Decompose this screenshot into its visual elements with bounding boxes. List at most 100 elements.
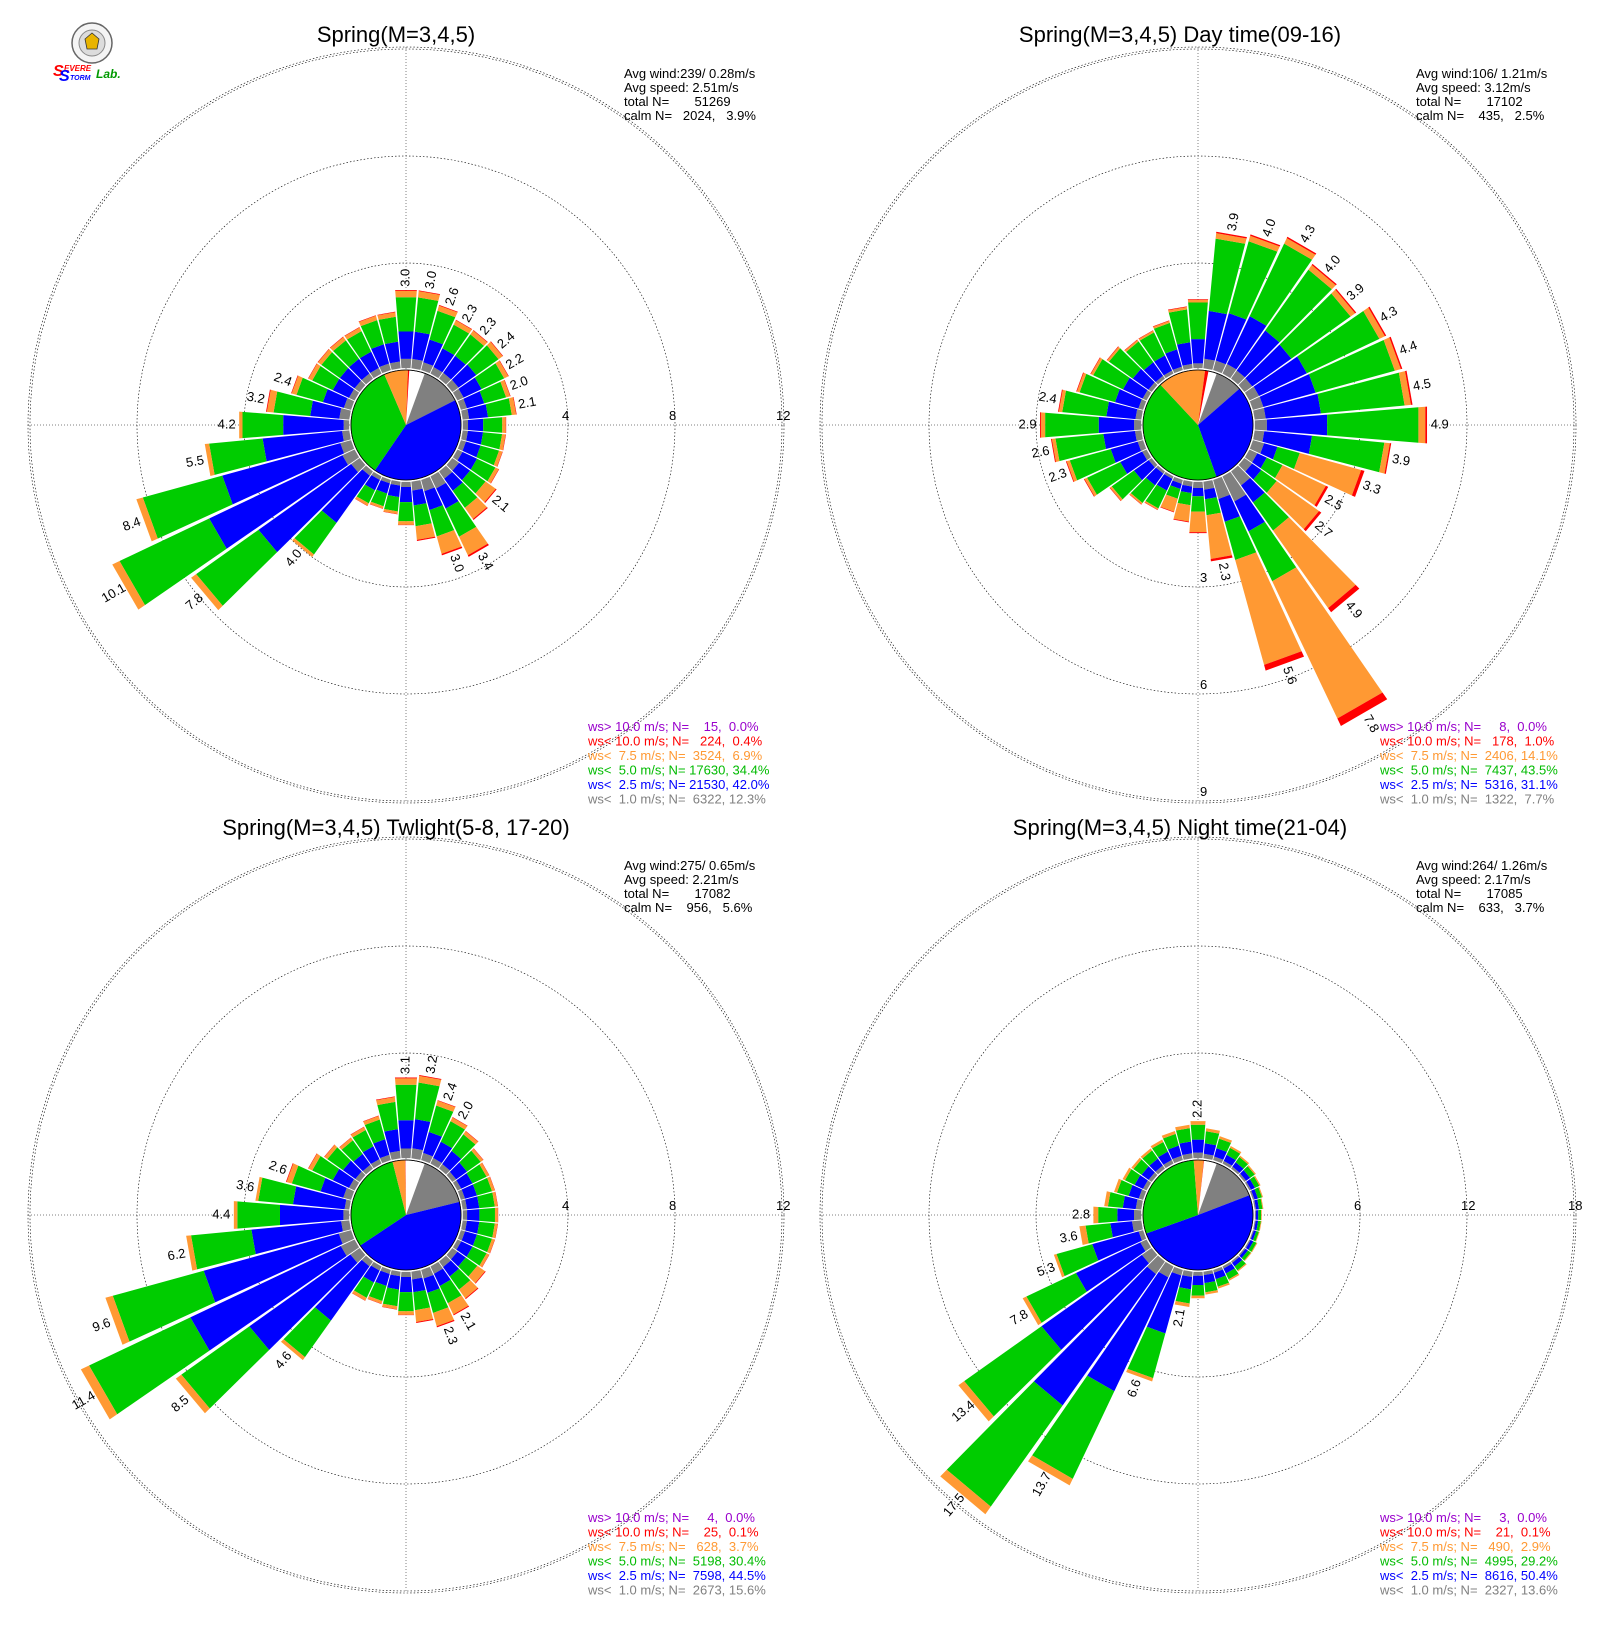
direction-bar-30 [1222, 236, 1317, 379]
bar-segment-290-4 [1076, 372, 1084, 392]
bar-segment-290-3 [286, 1163, 299, 1184]
bar-segment-310-0 [354, 380, 366, 392]
bar-segment-320-4 [339, 1137, 352, 1148]
bar-segment-120-2 [470, 458, 496, 482]
direction-bar-30 [430, 319, 473, 379]
bar-segment-130-2 [1253, 470, 1277, 493]
bar-segment-30-3 [1229, 1145, 1242, 1154]
bar-segment-80-1 [467, 404, 489, 420]
bar-segment-70-3 [1258, 1186, 1264, 1198]
direction-bar-190 [1173, 480, 1193, 523]
direction-bar-240 [80, 1239, 360, 1420]
logo-word-severe: EVERE [64, 64, 92, 73]
bar-segment-220-2 [294, 510, 337, 555]
bar-segment-270-2 [1045, 412, 1099, 438]
bar-segment-270-2 [1098, 1206, 1118, 1224]
direction-bar-250 [1065, 440, 1147, 483]
legend-entry-1: ws> 10.0 m/s; N= 15, 0.0% [587, 719, 759, 734]
bar-segment-260-1 [262, 431, 344, 462]
bar-segment-320-3 [1140, 1148, 1153, 1159]
bar-segment-50-1 [449, 1162, 468, 1180]
bar-segment-20-2 [1228, 241, 1278, 320]
bar-segment-260-0 [341, 1220, 351, 1232]
bar-segment-150-4 [453, 1305, 470, 1316]
calm-pie [1142, 369, 1254, 481]
bar-segment-240-1 [1075, 1242, 1146, 1292]
direction-bar-300 [307, 1153, 360, 1191]
bar-label-160: 5.6 [1280, 664, 1300, 686]
direction-bar-340 [358, 315, 391, 374]
bar-segment-10-4 [419, 1075, 442, 1080]
bar-segment-280-3 [1058, 389, 1066, 413]
bar-segment-250-3 [1066, 460, 1078, 482]
bar-label-220: 4.0 [282, 546, 305, 569]
bar-segment-220-2 [283, 1307, 331, 1358]
direction-bar-120 [1244, 449, 1329, 507]
bar-segment-110-4 [496, 451, 503, 467]
legend-entry-3: ws< 7.5 m/s; N= 628, 3.7% [587, 1539, 759, 1554]
bar-segment-90-2 [483, 417, 503, 433]
bar-segment-160-2 [1215, 1275, 1229, 1287]
bar-segment-320-0 [1155, 375, 1165, 385]
bar-segment-20-1 [423, 1131, 442, 1157]
bar-segment-270-1 [279, 1204, 344, 1226]
direction-bar-310 [1106, 346, 1158, 392]
direction-bar-300 [1122, 1167, 1152, 1191]
bar-segment-180-2 [1191, 496, 1205, 512]
bar-segment-300-2 [312, 366, 340, 391]
bar-segment-60-2 [1297, 310, 1380, 374]
bar-segment-200-2 [368, 1281, 387, 1302]
bar-segment-180-1 [399, 1277, 413, 1293]
pie-slice-1 [374, 400, 461, 481]
bar-segment-200-4 [1160, 506, 1175, 513]
bar-segment-240-0 [1142, 449, 1152, 461]
direction-bar-60 [452, 360, 509, 401]
bar-segment-70-2 [1308, 340, 1395, 393]
bar-segment-50-1 [451, 364, 477, 388]
bar-segment-140-2 [1234, 1259, 1246, 1271]
direction-bar-80 [1253, 1198, 1264, 1210]
bar-segment-130-1 [1239, 1248, 1249, 1259]
bar-segment-350-4 [1167, 306, 1187, 311]
bar-segment-130-4 [475, 1271, 486, 1284]
bar-segment-100-0 [1253, 430, 1265, 442]
bar-segment-160-0 [1213, 1266, 1223, 1273]
bar-segment-120-3 [479, 1253, 490, 1268]
bar-segment-200-0 [380, 1266, 391, 1275]
direction-bar-0 [1190, 1121, 1206, 1159]
bar-segment-160-1 [1218, 494, 1240, 522]
bar-segment-320-2 [333, 340, 359, 368]
bar-segment-40-4 [1311, 263, 1337, 286]
bar-segment-280-3 [266, 389, 278, 413]
direction-bar-240 [112, 449, 360, 610]
bar-segment-140-2 [449, 1268, 471, 1290]
bar-label-10: 3.2 [422, 1054, 440, 1074]
direction-bar-40 [1231, 1155, 1250, 1175]
bar-segment-20-2 [1216, 1138, 1232, 1152]
bar-segment-30-1 [1226, 316, 1267, 370]
bar-segment-160-4 [441, 546, 463, 556]
bar-segment-320-3 [330, 336, 346, 352]
bar-segment-320-0 [1155, 1165, 1165, 1175]
bar-segment-100-3 [1259, 1220, 1262, 1232]
bar-segment-210-4 [355, 498, 368, 507]
bar-segment-260-3 [186, 1235, 198, 1271]
bar-segment-50-2 [459, 1150, 481, 1172]
bar-segment-190-3 [1174, 1301, 1190, 1308]
bar-segment-90-0 [462, 1210, 468, 1220]
stat-line-4: calm N= 633, 3.7% [1416, 900, 1545, 915]
bar-segment-140-1 [443, 1260, 459, 1277]
bar-segment-220-3 [1129, 493, 1143, 505]
bar-segment-330-4 [350, 1126, 365, 1135]
bar-segment-190-3 [1173, 503, 1191, 522]
direction-bar-220 [1129, 465, 1165, 505]
bar-segment-240-2 [119, 518, 227, 606]
bar-segment-150-1 [436, 482, 459, 509]
stat-line-3: total N= 51269 [624, 94, 731, 109]
bar-segment-110-0 [1249, 440, 1265, 454]
bar-segment-250-2 [142, 475, 233, 539]
bar-segment-250-1 [1092, 1231, 1142, 1261]
bar-segment-0-1 [398, 331, 414, 359]
bar-segment-50-1 [1245, 344, 1292, 387]
